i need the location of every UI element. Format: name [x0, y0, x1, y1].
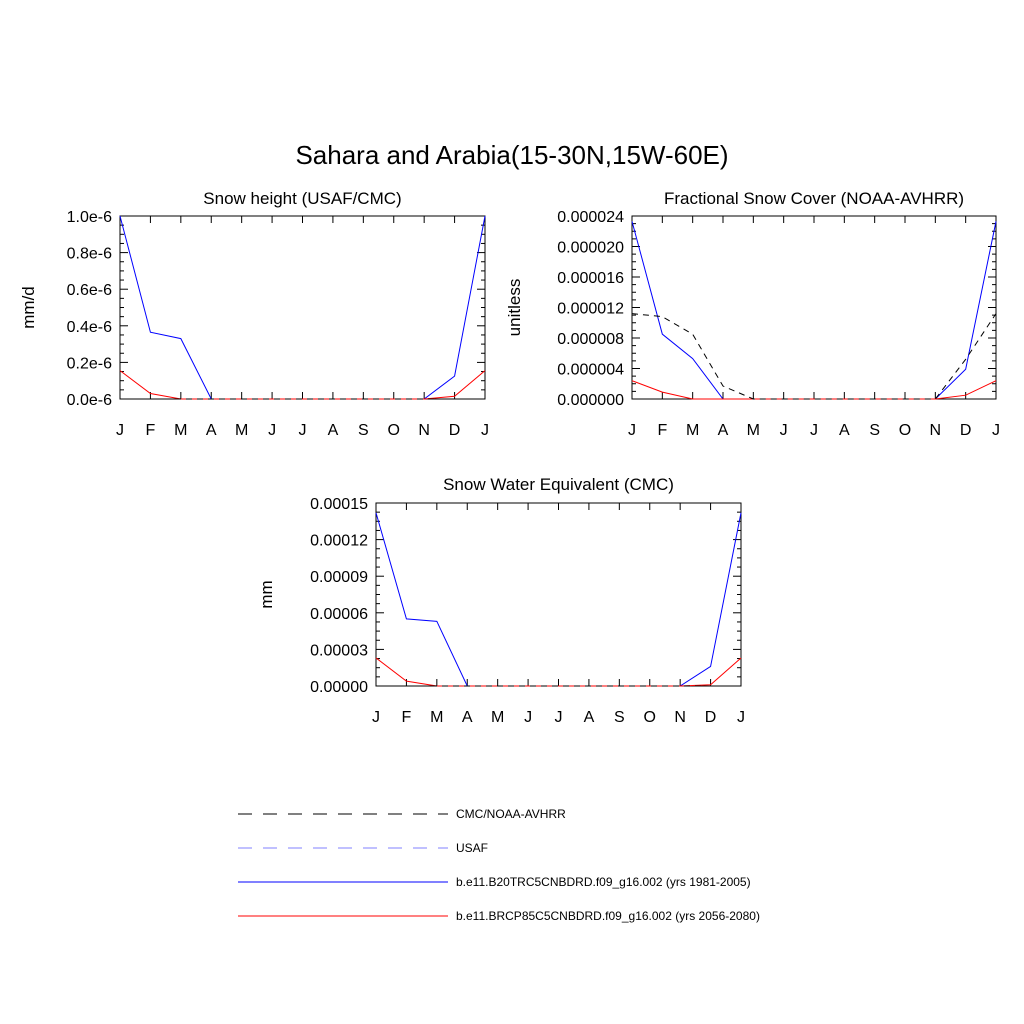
x-tick-label: O [644, 709, 656, 726]
x-tick-label: D [960, 422, 972, 439]
x-tick-label: N [418, 422, 430, 439]
y-tick-label: 0.8e-6 [67, 246, 112, 263]
figure-title: Sahara and Arabia(15-30N,15W-60E) [295, 140, 729, 170]
y-tick-label: 0.00015 [310, 496, 368, 513]
x-tick-label: M [235, 422, 248, 439]
y-tick-label: 0.00003 [310, 642, 368, 659]
y-tick-label: 0.000016 [557, 270, 624, 287]
x-tick-label: M [491, 709, 504, 726]
x-tick-label: A [839, 422, 850, 439]
x-tick-label: F [657, 422, 667, 439]
y-axis-label: mm [257, 580, 276, 608]
x-tick-label: J [992, 422, 1000, 439]
panel-title: Fractional Snow Cover (NOAA-AVHRR) [664, 189, 964, 208]
legend: CMC/NOAA-AVHRR USAF b.e11.B20TRC5CNBDRD.f0… [238, 807, 760, 923]
panel-title: Snow height (USAF/CMC) [203, 189, 401, 208]
chart-panel-snow-cover: Fractional Snow Cover (NOAA-AVHRR) unitle… [505, 189, 1000, 439]
x-tick-label: J [268, 422, 276, 439]
x-tick-label: S [614, 709, 625, 726]
x-tick-label: M [747, 422, 760, 439]
x-tick-label: D [449, 422, 461, 439]
x-tick-label: J [299, 422, 307, 439]
x-tick-label: A [206, 422, 217, 439]
x-tick-label: N [674, 709, 686, 726]
x-tick-label: M [174, 422, 187, 439]
y-tick-label: 0.00000 [310, 679, 368, 696]
legend-label: USAF [456, 841, 488, 855]
x-tick-label: M [430, 709, 443, 726]
x-tick-label: J [116, 422, 124, 439]
series-line-0 [119, 215, 486, 400]
legend-label: b.e11.B20TRC5CNBDRD.f09_g16.002 (yrs 198… [456, 875, 751, 889]
y-tick-label: 0.000008 [557, 331, 624, 348]
y-tick-label: 1.0e-6 [67, 209, 112, 226]
x-tick-label: J [555, 709, 563, 726]
y-tick-label: 0.000020 [557, 240, 624, 257]
plot-frame [631, 215, 997, 400]
y-tick-label: 0.000004 [557, 362, 624, 379]
plot-frame [119, 215, 486, 400]
x-tick-label: A [328, 422, 339, 439]
y-axis-label: mm/d [19, 286, 38, 329]
legend-label: CMC/NOAA-AVHRR [456, 807, 566, 821]
x-tick-label: J [372, 709, 380, 726]
y-tick-label: 0.2e-6 [67, 355, 112, 372]
y-tick-label: 0.0e-6 [67, 392, 112, 409]
x-tick-label: J [780, 422, 788, 439]
x-tick-label: J [481, 422, 489, 439]
x-tick-label: J [524, 709, 532, 726]
y-tick-label: 0.4e-6 [67, 319, 112, 336]
y-tick-label: 0.000012 [557, 301, 624, 318]
x-tick-label: D [705, 709, 717, 726]
x-tick-label: S [869, 422, 880, 439]
series-line-0 [375, 512, 742, 687]
x-tick-label: O [388, 422, 400, 439]
chart-panel-swe: Snow Water Equivalent (CMC) mm J F M A M J J A S O N… [257, 475, 745, 726]
x-tick-label: J [810, 422, 818, 439]
x-tick-label: J [737, 709, 745, 726]
legend-label: b.e11.BRCP85C5CNBDRD.f09_g16.002 (yrs 20… [456, 909, 760, 923]
x-tick-label: N [930, 422, 942, 439]
series-line-2 [631, 313, 997, 400]
y-axis-label: unitless [505, 279, 524, 337]
x-tick-label: S [358, 422, 369, 439]
chart-panel-snow-height: Snow height (USAF/CMC)mm/dJ F M A M J J A S O N D J0… [19, 189, 489, 439]
series-line-1 [631, 380, 997, 400]
y-tick-label: 0.6e-6 [67, 282, 112, 299]
y-tick-label: 0.00006 [310, 606, 368, 623]
y-tick-label: 0.00009 [310, 569, 368, 586]
x-tick-label: A [462, 709, 473, 726]
panel-title: Snow Water Equivalent (CMC) [443, 475, 674, 494]
y-tick-label: 0.000000 [557, 392, 624, 409]
x-tick-label: O [899, 422, 911, 439]
series-line-0 [631, 221, 997, 400]
x-tick-label: M [686, 422, 699, 439]
plot-frame [375, 502, 742, 687]
x-tick-label: A [584, 709, 595, 726]
y-tick-label: 0.00012 [310, 533, 368, 550]
x-tick-label: F [146, 422, 156, 439]
x-tick-label: J [628, 422, 636, 439]
x-tick-label: A [718, 422, 729, 439]
y-tick-label: 0.000024 [557, 209, 624, 226]
x-tick-label: F [402, 709, 412, 726]
